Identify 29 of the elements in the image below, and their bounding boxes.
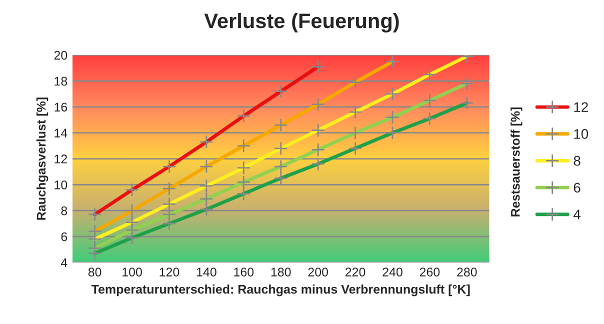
x-tick-label: 240	[382, 268, 402, 276]
y-tick-label: 18	[54, 76, 68, 86]
legend-label: 6	[574, 182, 580, 193]
y-tick-label: 16	[54, 102, 68, 112]
legend-label: 10	[574, 129, 588, 139]
legend-label: 4	[574, 210, 581, 220]
y-tick-label: 12	[54, 154, 67, 164]
x-axis-title: Temperaturunterschied: Rauchgas minus Verbrennungsluft [°K]	[91, 284, 470, 296]
x-tick-label: 280	[457, 268, 477, 276]
x-tick-label: 220	[345, 268, 366, 276]
x-tick-label: 260	[420, 268, 440, 276]
y-tick-label: 14	[54, 128, 68, 138]
x-tick-label: 120	[160, 268, 180, 276]
x-tick-label: 200	[308, 268, 328, 276]
y-tick-label: 6	[61, 232, 68, 242]
x-tick-label: 180	[271, 268, 291, 276]
x-tick-label: 100	[122, 268, 142, 276]
x-tick-label: 80	[88, 268, 102, 276]
y-tick-label: 10	[54, 180, 68, 190]
chart-title: Verluste (Feuerung)	[204, 12, 399, 32]
legend-title: Restsauerstoff [%]	[510, 107, 522, 216]
y-tick-label: 8	[61, 206, 68, 216]
y-tick-label: 20	[54, 50, 68, 60]
y-axis-title: Rauchgasverlust [%]	[36, 98, 48, 220]
y-tick-label: 4	[60, 258, 68, 267]
legend-label: 8	[574, 156, 580, 166]
x-tick-label: 140	[196, 268, 216, 276]
legend-label: 12	[574, 102, 588, 112]
x-tick-label: 160	[234, 268, 254, 276]
